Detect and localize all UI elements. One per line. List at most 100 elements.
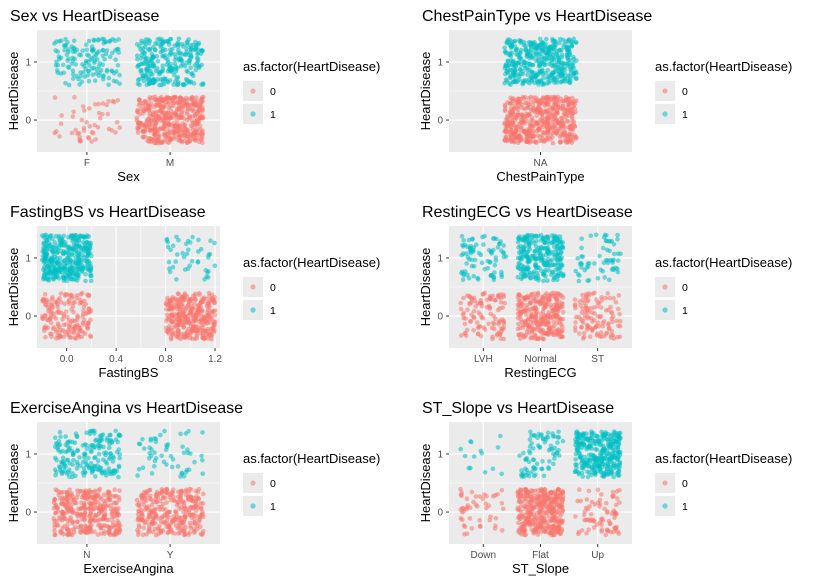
data-point: [532, 109, 537, 114]
data-point: [560, 316, 566, 322]
data-point: [545, 278, 550, 283]
data-point: [179, 471, 185, 476]
data-point: [523, 295, 529, 300]
data-point: [545, 129, 551, 134]
data-point: [173, 79, 178, 84]
data-point: [54, 68, 60, 73]
data-point: [78, 70, 83, 75]
data-point: [158, 49, 164, 55]
data-point: [58, 334, 63, 339]
series-0: [52, 94, 206, 146]
data-point: [523, 240, 529, 245]
data-point: [181, 450, 187, 456]
data-point: [70, 462, 75, 467]
data-point: [550, 106, 555, 112]
data-point: [580, 297, 586, 302]
data-point: [553, 124, 558, 130]
data-point: [157, 490, 163, 496]
data-point: [540, 253, 546, 259]
data-point: [83, 278, 88, 284]
data-point: [113, 428, 118, 434]
data-point: [58, 291, 64, 296]
data-point: [113, 57, 118, 62]
data-point: [536, 79, 541, 84]
y-tick-label: 1: [25, 253, 31, 264]
data-point: [173, 509, 178, 514]
data-point: [512, 128, 518, 134]
data-point: [176, 47, 181, 53]
data-point: [66, 527, 71, 533]
data-point: [197, 517, 203, 523]
data-point: [157, 72, 162, 77]
data-point: [96, 37, 101, 43]
data-point: [458, 333, 464, 338]
data-point: [46, 244, 51, 249]
data-point: [152, 132, 158, 137]
data-point: [188, 525, 194, 531]
data-point: [106, 445, 112, 451]
data-point: [85, 325, 91, 330]
data-point: [166, 114, 172, 119]
data-point: [537, 102, 542, 108]
data-point: [525, 317, 531, 323]
data-point: [79, 257, 84, 263]
data-point: [546, 74, 551, 80]
data-point: [52, 498, 57, 503]
data-point: [162, 53, 168, 58]
data-point: [568, 136, 573, 142]
data-point: [113, 130, 118, 135]
data-point: [178, 104, 183, 110]
data-point: [61, 531, 66, 537]
data-point: [82, 298, 87, 304]
data-point: [43, 299, 49, 304]
data-point: [46, 276, 51, 282]
data-point: [174, 502, 180, 508]
data-point: [174, 252, 180, 257]
legend-label: 0: [270, 478, 276, 490]
data-point: [529, 235, 535, 240]
data-point: [92, 444, 98, 449]
data-point: [45, 317, 50, 322]
data-point: [115, 439, 121, 445]
data-point: [600, 269, 606, 274]
data-point: [106, 126, 112, 132]
data-point: [502, 300, 508, 306]
data-point: [579, 265, 584, 270]
data-point: [141, 489, 147, 495]
legend-title: as.factor(HeartDisease): [655, 255, 792, 270]
data-point: [555, 291, 561, 296]
data-point: [148, 436, 153, 442]
data-point: [571, 57, 576, 62]
data-point: [83, 452, 88, 457]
data-point: [68, 319, 74, 324]
data-point: [137, 44, 142, 49]
series-0: [458, 290, 623, 342]
facet-restingecg: RestingECG vs HeartDisease 0 1 LVH Normal ST R…: [412, 196, 824, 390]
data-point: [536, 126, 541, 132]
data-point: [137, 100, 143, 106]
data-point: [164, 511, 169, 516]
data-point: [112, 487, 117, 492]
data-point: [160, 68, 165, 74]
x-axis-title: FastingBS: [99, 365, 159, 380]
data-point: [469, 296, 475, 302]
data-point: [117, 81, 122, 87]
data-point: [99, 433, 104, 438]
data-point: [555, 119, 560, 124]
data-point: [167, 78, 173, 83]
data-point: [66, 297, 72, 303]
data-point: [541, 330, 547, 335]
data-point: [209, 316, 215, 322]
data-point: [499, 488, 505, 493]
data-point: [81, 489, 87, 494]
data-point: [535, 133, 541, 138]
data-point: [524, 303, 530, 308]
data-point: [141, 73, 147, 78]
data-point: [194, 118, 200, 124]
data-point: [579, 325, 585, 330]
data-point: [80, 314, 85, 319]
data-point: [52, 467, 58, 472]
data-point: [518, 56, 524, 62]
data-point: [104, 498, 109, 503]
